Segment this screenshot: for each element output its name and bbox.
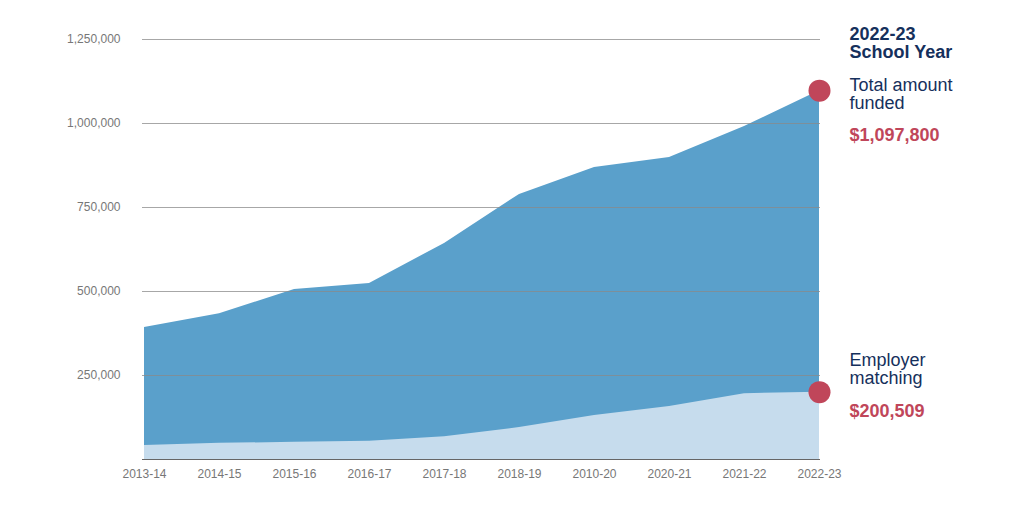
svg-text:1,000,000: 1,000,000 — [67, 116, 121, 130]
svg-text:1,250,000: 1,250,000 — [67, 32, 121, 46]
svg-text:2014-15: 2014-15 — [197, 467, 241, 481]
svg-text:Employermatching: Employermatching — [850, 350, 926, 388]
svg-text:750,000: 750,000 — [77, 200, 121, 214]
svg-text:2017-18: 2017-18 — [422, 467, 466, 481]
svg-text:500,000: 500,000 — [77, 284, 121, 298]
svg-text:2015-16: 2015-16 — [272, 467, 316, 481]
svg-text:2018-19: 2018-19 — [497, 467, 541, 481]
svg-text:$1,097,800: $1,097,800 — [850, 125, 940, 145]
svg-text:2016-17: 2016-17 — [347, 467, 391, 481]
svg-text:2022-23School Year: 2022-23School Year — [850, 24, 953, 62]
svg-text:$200,509: $200,509 — [850, 401, 925, 421]
svg-text:250,000: 250,000 — [77, 368, 121, 382]
svg-text:Total amountfunded: Total amountfunded — [850, 75, 953, 113]
svg-text:2022-23: 2022-23 — [797, 467, 841, 481]
svg-text:2010-20: 2010-20 — [572, 467, 616, 481]
svg-text:2013-14: 2013-14 — [122, 467, 166, 481]
svg-text:2021-22: 2021-22 — [722, 467, 766, 481]
svg-text:2020-21: 2020-21 — [647, 467, 691, 481]
